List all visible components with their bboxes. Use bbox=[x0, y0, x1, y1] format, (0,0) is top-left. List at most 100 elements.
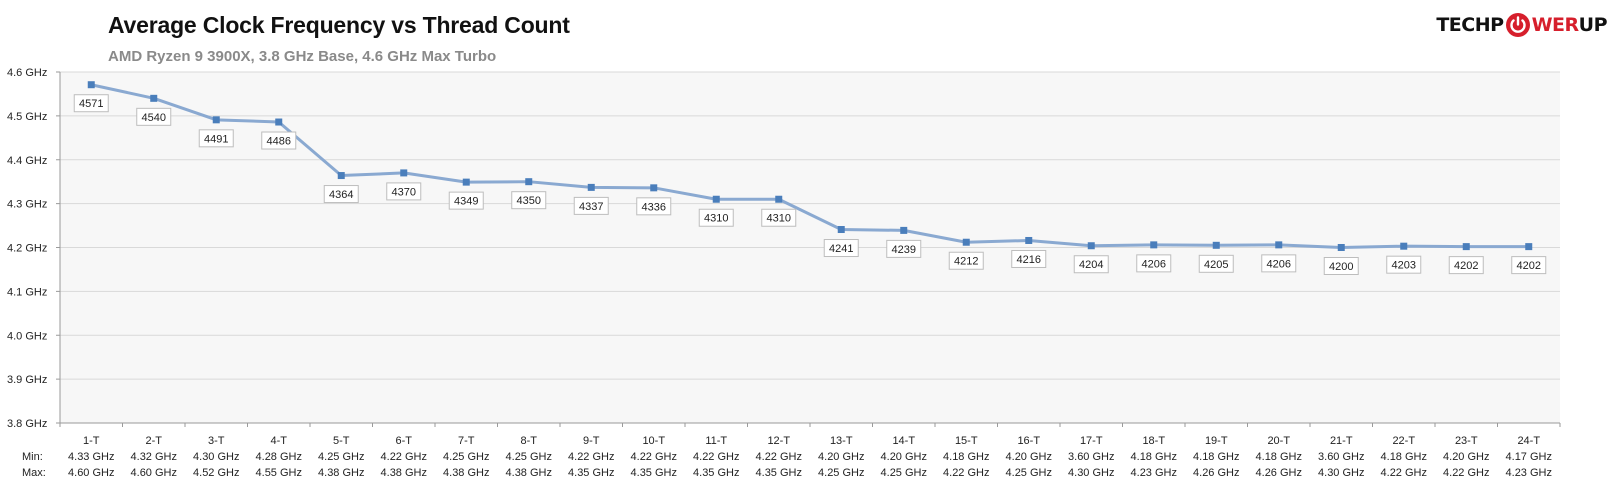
x-tick-label: 7-T bbox=[458, 435, 475, 447]
data-label: 4336 bbox=[636, 197, 672, 216]
x-tick-label: 6-T bbox=[396, 435, 413, 447]
min-frequency-label: 4.20 GHz bbox=[881, 451, 927, 463]
data-label-value: 4241 bbox=[829, 243, 853, 255]
data-point bbox=[1212, 241, 1220, 249]
data-label-value: 4336 bbox=[642, 201, 666, 213]
data-label: 4337 bbox=[573, 196, 609, 215]
max-frequency-label: 4.23 GHz bbox=[1506, 467, 1552, 479]
min-row-label: Min: bbox=[22, 451, 43, 463]
data-label-box bbox=[948, 251, 984, 270]
data-point bbox=[1275, 241, 1283, 249]
data-label-value: 4203 bbox=[1392, 260, 1416, 272]
data-label-value: 4364 bbox=[329, 189, 353, 201]
max-frequency-label: 4.60 GHz bbox=[68, 467, 114, 479]
max-frequency-label: 4.38 GHz bbox=[318, 467, 364, 479]
x-tick-label: 14-T bbox=[892, 435, 915, 447]
data-label: 4206 bbox=[1136, 254, 1172, 273]
data-point bbox=[87, 81, 95, 89]
x-tick-label: 13-T bbox=[830, 435, 853, 447]
data-label-box bbox=[261, 131, 297, 150]
data-label-box bbox=[1136, 254, 1172, 273]
data-label-box bbox=[511, 191, 547, 210]
data-label: 4216 bbox=[1011, 249, 1047, 268]
data-label-box bbox=[448, 191, 484, 210]
data-point bbox=[275, 118, 283, 126]
data-label: 4200 bbox=[1323, 257, 1359, 275]
data-label-box bbox=[886, 239, 922, 258]
min-frequency-label: 4.22 GHz bbox=[568, 451, 614, 463]
x-tick-label: 12-T bbox=[767, 435, 790, 447]
y-tick-label: 4.5 GHz bbox=[7, 111, 47, 123]
data-point bbox=[525, 178, 533, 186]
y-tick-label: 4.6 GHz bbox=[7, 67, 47, 79]
data-label: 4206 bbox=[1261, 254, 1297, 273]
data-label-box bbox=[573, 196, 609, 215]
data-label-value: 4206 bbox=[1142, 258, 1166, 270]
x-tick-label: 18-T bbox=[1142, 435, 1165, 447]
y-tick-label: 4.1 GHz bbox=[7, 286, 47, 298]
min-frequency-label: 4.32 GHz bbox=[131, 451, 177, 463]
x-axis-ticks: 1-T 4.33 GHz 4.60 GHz 2-T 4.32 GHz 4.60 GHz 3-… bbox=[59, 423, 1561, 479]
data-label: 4204 bbox=[1073, 255, 1109, 274]
data-label-value: 4205 bbox=[1204, 259, 1228, 271]
data-label: 4202 bbox=[1448, 256, 1484, 275]
min-frequency-label: 4.33 GHz bbox=[68, 451, 114, 463]
max-frequency-label: 4.38 GHz bbox=[506, 467, 552, 479]
data-label-value: 4239 bbox=[892, 244, 916, 256]
min-frequency-label: 4.22 GHz bbox=[756, 451, 802, 463]
min-frequency-label: 4.18 GHz bbox=[943, 451, 989, 463]
data-label: 4203 bbox=[1386, 255, 1422, 274]
data-label-value: 4337 bbox=[579, 201, 603, 213]
max-frequency-label: 4.23 GHz bbox=[1131, 467, 1177, 479]
data-label-box bbox=[698, 208, 734, 227]
x-tick-label: 8-T bbox=[521, 435, 538, 447]
x-tick-label: 20-T bbox=[1267, 435, 1290, 447]
max-frequency-label: 4.55 GHz bbox=[256, 467, 302, 479]
data-label-value: 4540 bbox=[142, 112, 166, 124]
data-point bbox=[587, 183, 595, 191]
data-label-box bbox=[198, 129, 234, 148]
min-frequency-label: 4.22 GHz bbox=[381, 451, 427, 463]
data-label-value: 4212 bbox=[954, 256, 978, 268]
data-label-value: 4216 bbox=[1017, 254, 1041, 266]
data-label-box bbox=[1448, 256, 1484, 275]
data-point bbox=[712, 195, 720, 203]
max-frequency-label: 4.30 GHz bbox=[1068, 467, 1114, 479]
y-tick-label: 4.0 GHz bbox=[7, 330, 47, 342]
x-tick-label: 10-T bbox=[642, 435, 665, 447]
x-tick-label: 16-T bbox=[1017, 435, 1040, 447]
data-label-value: 4310 bbox=[704, 213, 728, 225]
data-point bbox=[1025, 236, 1033, 244]
data-label-value: 4571 bbox=[79, 98, 103, 110]
min-frequency-label: 4.25 GHz bbox=[506, 451, 552, 463]
max-frequency-label: 4.35 GHz bbox=[568, 467, 614, 479]
data-label-box bbox=[823, 239, 859, 258]
max-frequency-label: 4.22 GHz bbox=[1443, 467, 1489, 479]
data-label: 4486 bbox=[261, 131, 297, 150]
data-label: 4202 bbox=[1511, 256, 1547, 275]
logo-text-up: UP bbox=[1578, 14, 1608, 36]
min-frequency-label: 4.18 GHz bbox=[1256, 451, 1302, 463]
data-point bbox=[462, 178, 470, 186]
max-frequency-label: 4.60 GHz bbox=[131, 467, 177, 479]
data-point bbox=[1525, 243, 1533, 251]
power-icon bbox=[1505, 13, 1530, 37]
y-tick-label: 4.2 GHz bbox=[7, 243, 47, 255]
max-frequency-label: 4.22 GHz bbox=[943, 467, 989, 479]
x-tick-label: 1-T bbox=[83, 435, 100, 447]
data-label-value: 4310 bbox=[767, 213, 791, 225]
data-label-box bbox=[386, 182, 422, 201]
max-frequency-label: 4.30 GHz bbox=[1318, 467, 1364, 479]
min-frequency-label: 4.25 GHz bbox=[443, 451, 489, 463]
data-label-value: 4202 bbox=[1517, 260, 1541, 272]
data-point bbox=[650, 184, 658, 192]
max-row-label: Max: bbox=[22, 467, 46, 479]
data-label-value: 4370 bbox=[392, 186, 416, 198]
data-label-box bbox=[136, 107, 172, 126]
max-frequency-label: 4.35 GHz bbox=[693, 467, 739, 479]
data-point bbox=[775, 195, 783, 203]
techpowerup-logo: TECHP WER UP bbox=[1436, 10, 1608, 40]
data-label-box bbox=[1323, 257, 1359, 275]
data-label-value: 4349 bbox=[454, 196, 478, 208]
